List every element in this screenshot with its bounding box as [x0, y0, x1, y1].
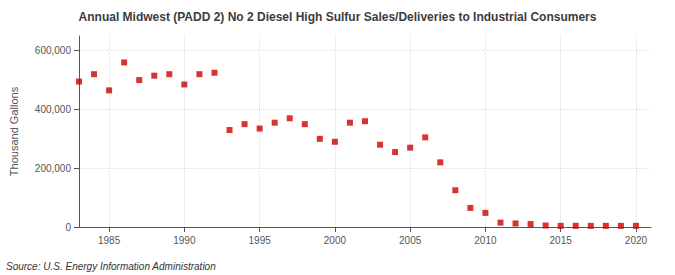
svg-text:2010: 2010 [474, 235, 497, 246]
svg-text:1995: 1995 [249, 235, 272, 246]
svg-text:1990: 1990 [173, 235, 196, 246]
svg-text:2000: 2000 [324, 235, 347, 246]
svg-text:600,000: 600,000 [35, 45, 72, 56]
svg-text:1985: 1985 [98, 235, 121, 246]
svg-text:2005: 2005 [399, 235, 422, 246]
svg-text:Source: U.S. Energy Informatio: Source: U.S. Energy Information Administ… [6, 261, 216, 272]
svg-text:400,000: 400,000 [35, 104, 72, 115]
svg-text:Annual Midwest (PADD 2) No 2 D: Annual Midwest (PADD 2) No 2 Diesel High… [79, 10, 597, 24]
svg-text:Thousand Gallons: Thousand Gallons [8, 86, 20, 176]
svg-text:2015: 2015 [550, 235, 573, 246]
svg-text:0: 0 [65, 222, 71, 233]
svg-text:2020: 2020 [625, 235, 648, 246]
svg-text:200,000: 200,000 [35, 163, 72, 174]
